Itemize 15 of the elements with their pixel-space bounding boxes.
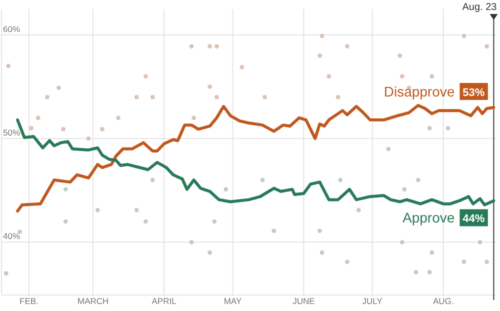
annotation: 44% — [462, 213, 485, 226]
x-tick-label: APRIL — [152, 296, 177, 306]
x-tick-label: FEB. — [20, 296, 38, 306]
y-tick-label: 50% — [3, 128, 20, 138]
y-tick-label: 60% — [3, 24, 20, 34]
x-tick-label: JULY — [362, 296, 383, 306]
annotation: 53% — [462, 86, 485, 99]
x-tick-label: MAY — [224, 296, 242, 306]
x-tick-label: JUNE — [292, 296, 316, 306]
ref-line-label: Aug. 23 — [462, 2, 498, 13]
legend-label: Disapprove — [384, 83, 455, 100]
legend-label: Approve — [402, 210, 455, 226]
y-tick-label: 40% — [3, 231, 20, 242]
x-tick-label: MARCH — [77, 296, 109, 306]
x-tick-label: AUG. — [432, 296, 454, 306]
